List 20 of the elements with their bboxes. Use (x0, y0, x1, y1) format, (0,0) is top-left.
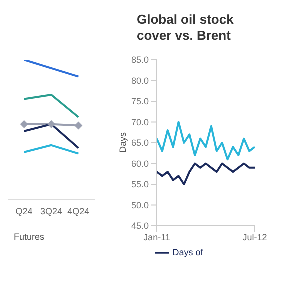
y-tick-label: 55.0 (131, 180, 149, 190)
line-series (157, 162, 255, 186)
y-tick-label: 70.0 (131, 117, 149, 128)
y-tick-label: 45.0 (131, 221, 149, 232)
y-tick-label: 75.0 (131, 96, 149, 107)
y-tick-label: 85.0 (131, 55, 149, 66)
y-tick-label: 65.0 (131, 138, 149, 148)
y-tick-label: 80.0 (131, 76, 149, 86)
x-tick-label: 3Q24 (40, 206, 63, 216)
x-tick-label: Jul-12 (242, 232, 268, 242)
x-tick-label: 4Q24 (68, 206, 90, 216)
line-series (157, 121, 255, 161)
legend-label: Days of (172, 247, 204, 258)
y-axis-title: Days (118, 132, 128, 153)
y-tick-label: 60.0 (131, 158, 149, 169)
x-tick-label: Jan-11 (144, 232, 170, 242)
text: Futures (13, 232, 46, 242)
y-tick-label: 50.0 (131, 200, 149, 210)
chart-title: Global oil stock cover vs. Brent (136, 11, 235, 45)
x-tick-label: Q24 (16, 206, 33, 216)
